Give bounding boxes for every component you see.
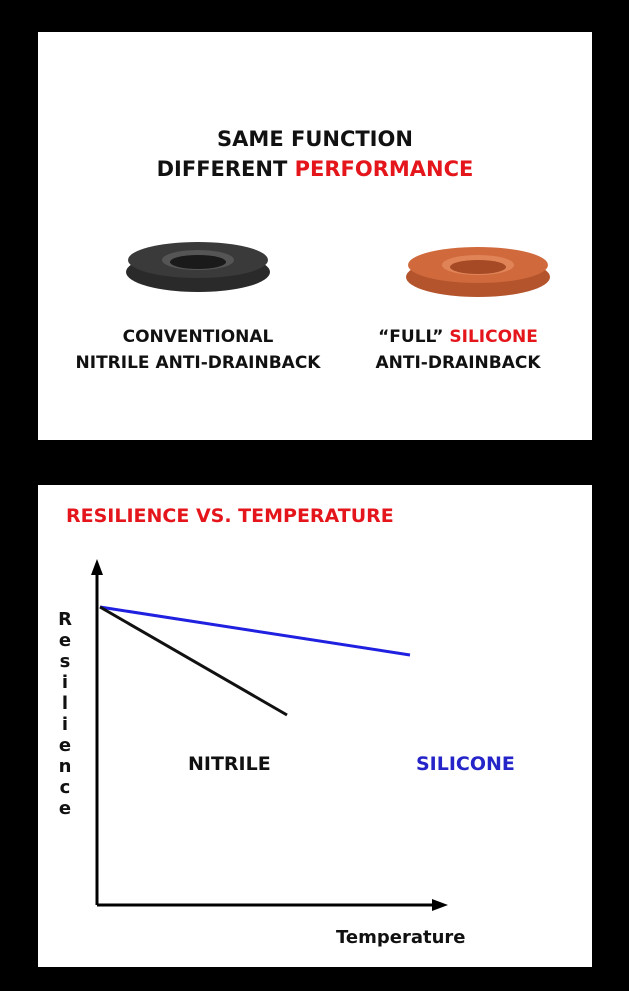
caption-line: “FULL” SILICONE	[358, 324, 558, 350]
concept-chart	[38, 485, 592, 967]
caption-line: ANTI-DRAINBACK	[358, 350, 558, 376]
silicone-label: SILICONE	[416, 753, 515, 775]
nitrile-seal	[126, 242, 270, 292]
seal-images	[38, 32, 592, 440]
caption-text: “FULL”	[378, 327, 443, 347]
silicone-caption: “FULL” SILICONE ANTI-DRAINBACK	[358, 324, 558, 376]
x-arrow	[432, 899, 448, 911]
y-axis-label: Resilience	[52, 609, 77, 819]
bottom-panel: RESILIENCE VS. TEMPERATURE Resilience NI…	[38, 485, 592, 967]
nitrile-label: NITRILE	[188, 753, 271, 775]
x-axis-label: Temperature	[336, 927, 465, 948]
caption-line: NITRILE ANTI-DRAINBACK	[38, 350, 358, 376]
caption-line: CONVENTIONAL	[38, 324, 358, 350]
page: SAME FUNCTION DIFFERENT PERFORMANCE CONV…	[0, 0, 629, 991]
nitrile-caption: CONVENTIONAL NITRILE ANTI-DRAINBACK	[38, 324, 358, 376]
silicone-line	[100, 607, 410, 655]
y-arrow	[91, 559, 103, 575]
nitrile-line	[100, 607, 287, 715]
caption-highlight: SILICONE	[449, 327, 538, 347]
silicone-seal	[406, 247, 550, 297]
top-panel: SAME FUNCTION DIFFERENT PERFORMANCE CONV…	[38, 32, 592, 440]
